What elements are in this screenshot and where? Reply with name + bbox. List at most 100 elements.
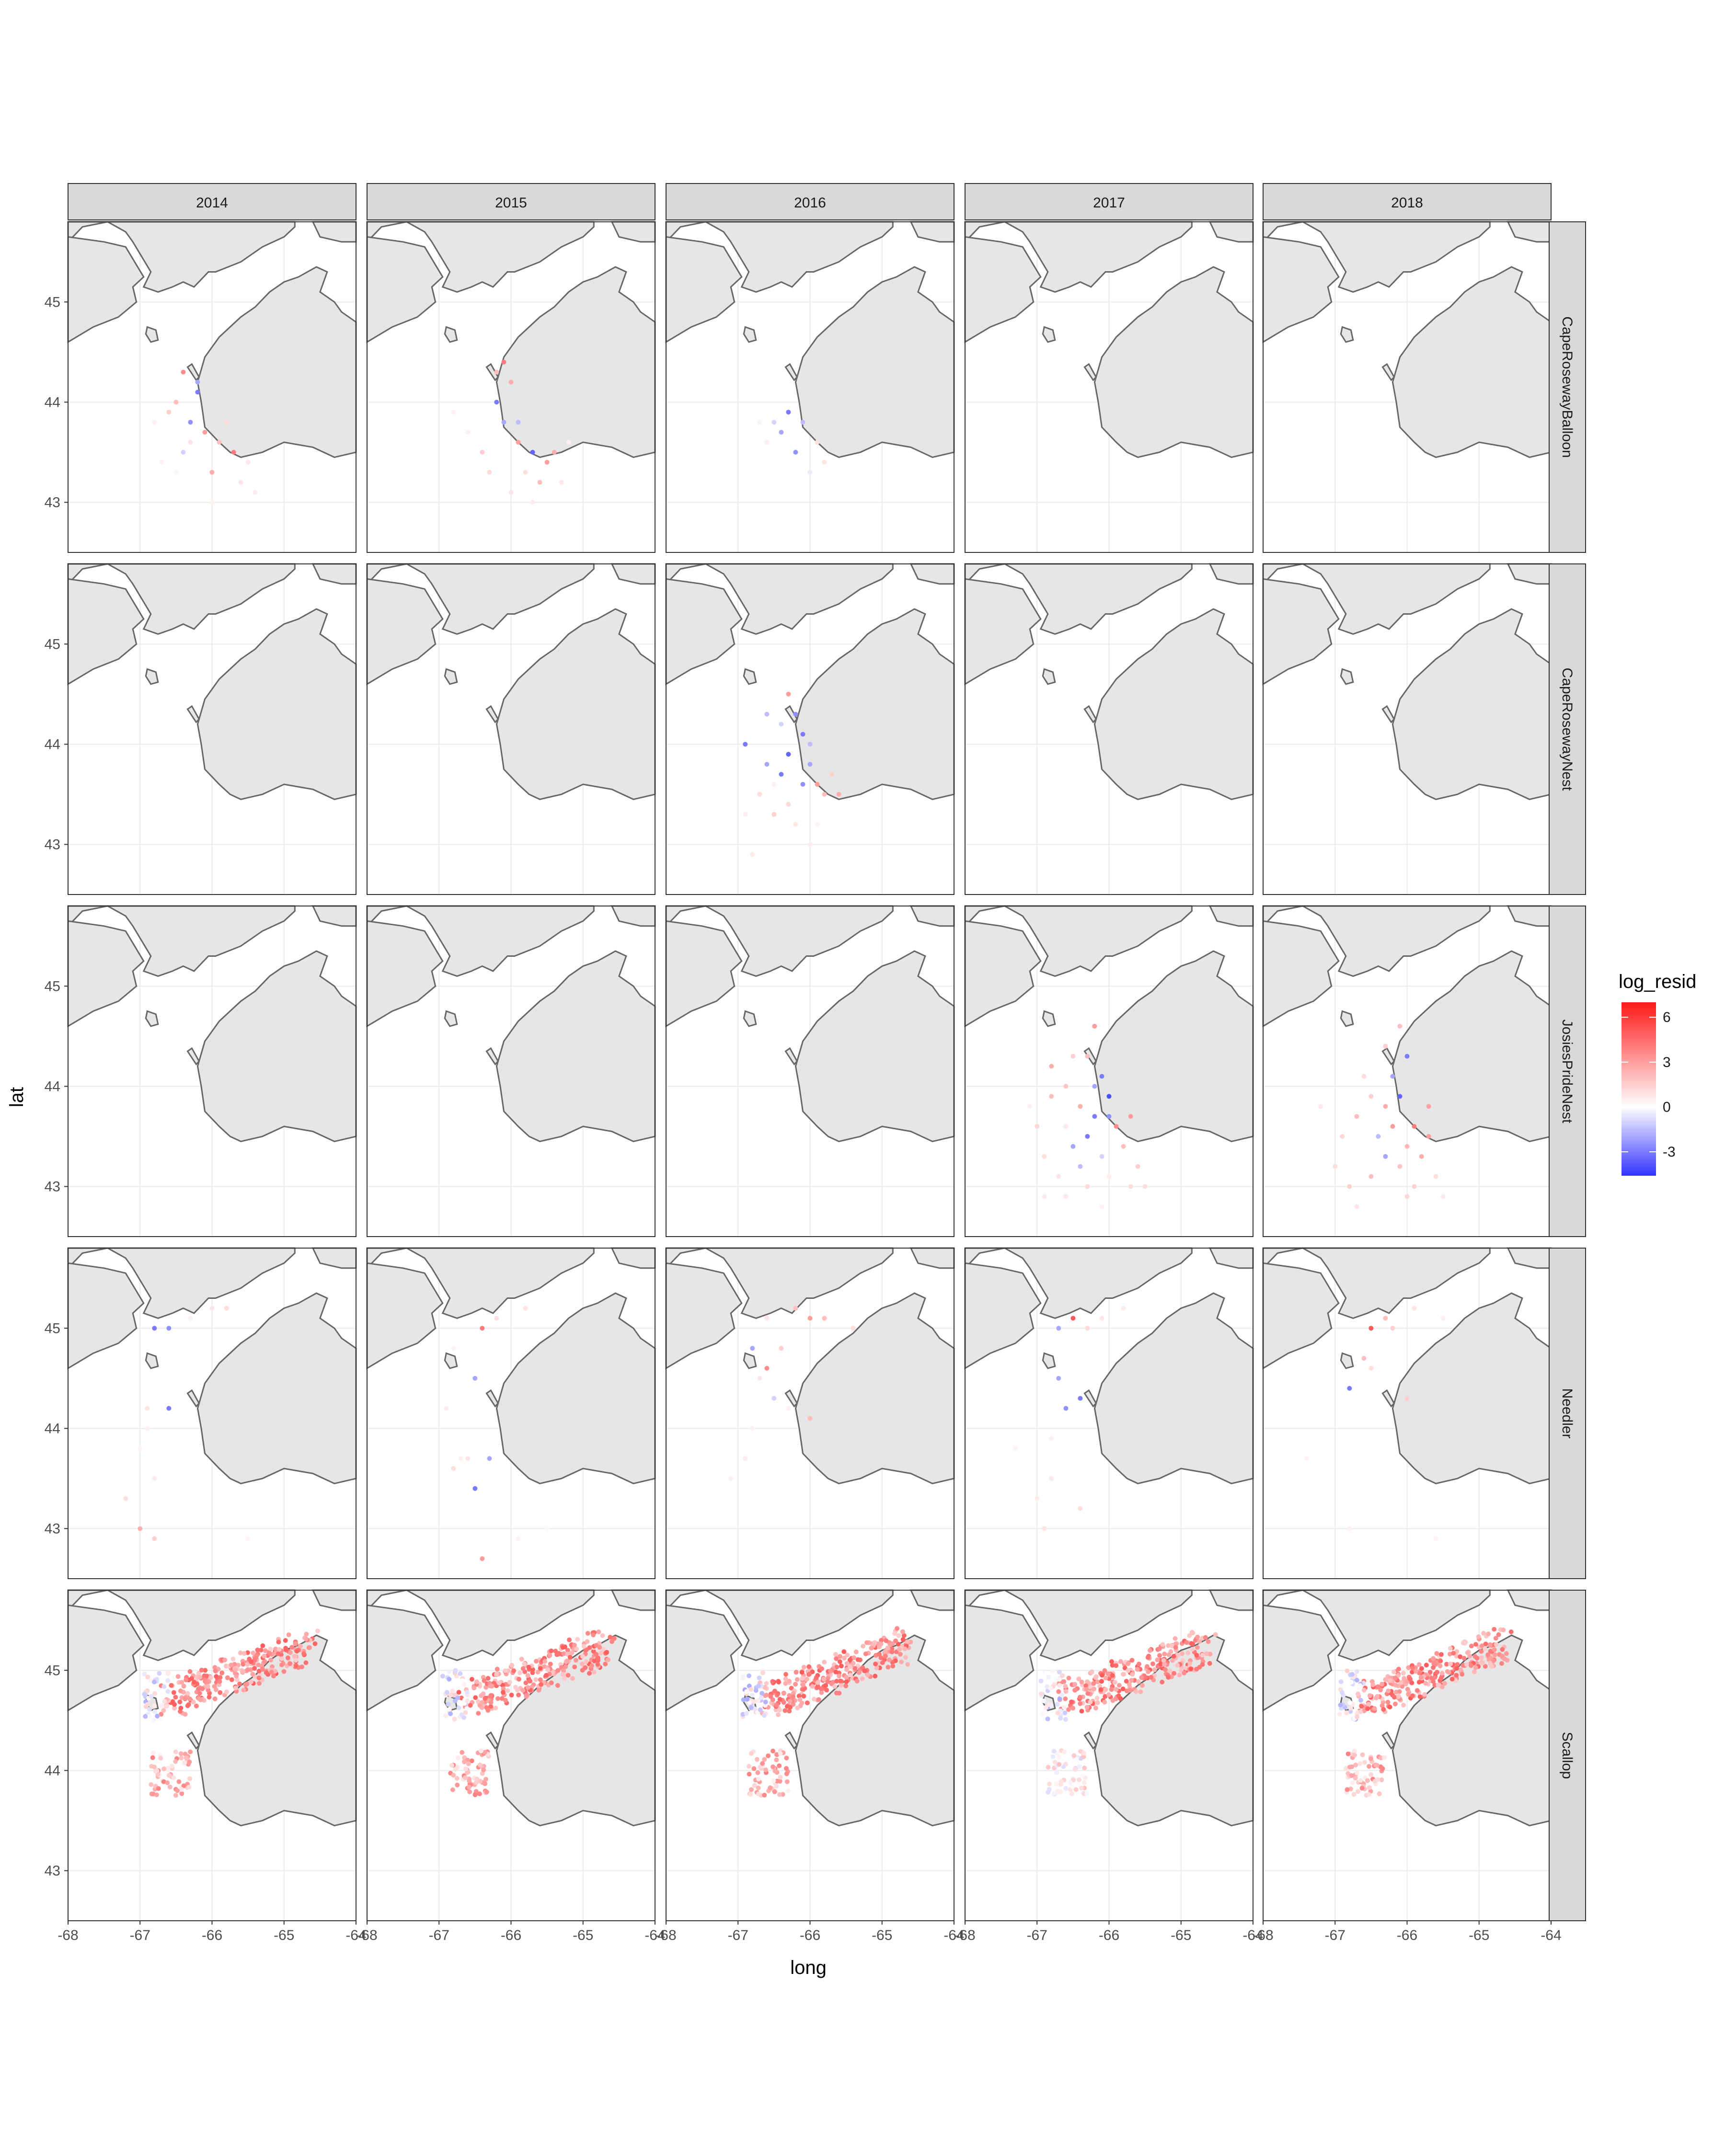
data-point: [1404, 1396, 1410, 1401]
data-point: [164, 1703, 169, 1709]
data-point: [484, 1789, 489, 1795]
data-point: [1056, 1174, 1061, 1179]
data-point: [1401, 1671, 1406, 1676]
data-point: [776, 1712, 781, 1717]
strip-col: 2016: [666, 183, 954, 220]
facet-panel: [1262, 221, 1552, 553]
data-point: [1486, 1631, 1491, 1637]
facet-panel: [665, 221, 955, 553]
data-point: [1426, 1104, 1431, 1109]
data-point: [516, 1536, 521, 1541]
strip-col-label: 2018: [1391, 195, 1423, 211]
data-point: [186, 1785, 192, 1790]
x-tick-label: -66: [501, 1927, 521, 1943]
data-point: [837, 1659, 842, 1664]
land-polygon: [964, 1604, 1042, 1712]
x-tick-label: -67: [130, 1927, 150, 1943]
data-point: [494, 1671, 499, 1676]
data-point: [1410, 1693, 1415, 1698]
data-point: [839, 1663, 844, 1669]
data-point: [564, 1658, 570, 1663]
data-point: [298, 1643, 303, 1649]
data-point: [152, 420, 157, 425]
data-point: [483, 1685, 489, 1690]
data-point: [834, 1664, 840, 1670]
data-point: [1109, 1687, 1114, 1692]
data-point: [1435, 1670, 1440, 1675]
data-point: [173, 1759, 178, 1764]
data-point: [771, 812, 777, 817]
data-point: [757, 1675, 762, 1681]
data-point: [760, 1670, 765, 1675]
data-point: [1070, 1054, 1076, 1059]
data-point: [565, 1673, 571, 1678]
panel-border: [666, 221, 954, 553]
data-point: [594, 1651, 599, 1657]
data-point: [195, 390, 200, 395]
data-point: [1410, 1670, 1414, 1674]
data-point: [1359, 1786, 1365, 1791]
data-point: [157, 1671, 162, 1676]
data-point: [187, 1776, 193, 1781]
data-point: [1120, 1686, 1126, 1692]
land-polygon: [444, 326, 458, 343]
data-point: [764, 762, 770, 767]
data-point: [1099, 1074, 1104, 1079]
data-point: [467, 1789, 472, 1794]
data-point: [1368, 1756, 1373, 1761]
land-polygon: [964, 236, 1042, 344]
data-point: [750, 852, 755, 857]
data-point: [1397, 1164, 1403, 1169]
data-point: [171, 1775, 176, 1780]
data-point: [824, 1687, 829, 1693]
land-polygon: [964, 1247, 1193, 1319]
data-point: [777, 1792, 782, 1797]
x-tick-label: -68: [954, 1927, 975, 1943]
data-point: [556, 1651, 562, 1656]
data-point: [178, 1688, 183, 1694]
data-point: [1130, 1672, 1135, 1677]
data-point: [1438, 1652, 1444, 1657]
data-point: [810, 1684, 815, 1689]
data-point: [1013, 1446, 1018, 1451]
y-tick-label: 45: [45, 636, 60, 652]
data-point: [1376, 1134, 1381, 1139]
data-point: [219, 1670, 225, 1675]
land-polygon: [366, 920, 444, 1028]
data-point: [795, 1705, 800, 1710]
data-point: [606, 1657, 611, 1663]
data-point: [801, 1664, 806, 1670]
data-point: [1157, 1653, 1162, 1658]
land-polygon: [665, 236, 743, 344]
data-point: [466, 1785, 472, 1790]
land-polygon: [665, 221, 894, 293]
data-point: [241, 1669, 246, 1674]
data-point: [1460, 1672, 1465, 1677]
y-tick-label: 44: [45, 1078, 60, 1094]
data-point: [181, 1684, 186, 1689]
data-point: [456, 1690, 461, 1695]
data-point: [1412, 1306, 1417, 1311]
data-point: [1423, 1681, 1428, 1686]
data-point: [829, 772, 834, 777]
data-point: [1162, 1651, 1167, 1657]
data-point: [1043, 1705, 1048, 1710]
data-point: [1095, 1700, 1100, 1705]
data-point: [783, 1676, 788, 1682]
data-point: [587, 1645, 592, 1650]
data-point: [495, 1696, 500, 1701]
land-polygon: [743, 1010, 757, 1027]
strip-col: 2017: [965, 183, 1254, 220]
data-point: [179, 1755, 184, 1761]
data-point: [1039, 1691, 1044, 1697]
land-polygon: [1042, 326, 1056, 343]
land-polygon: [145, 668, 159, 685]
data-point: [1063, 1406, 1069, 1411]
panel-border: [367, 906, 656, 1237]
data-point: [1397, 1023, 1403, 1029]
data-point: [1103, 1694, 1108, 1699]
facet-panel: [67, 1247, 357, 1579]
data-point: [123, 1496, 128, 1501]
data-point: [520, 1688, 526, 1693]
data-point: [1431, 1661, 1437, 1666]
